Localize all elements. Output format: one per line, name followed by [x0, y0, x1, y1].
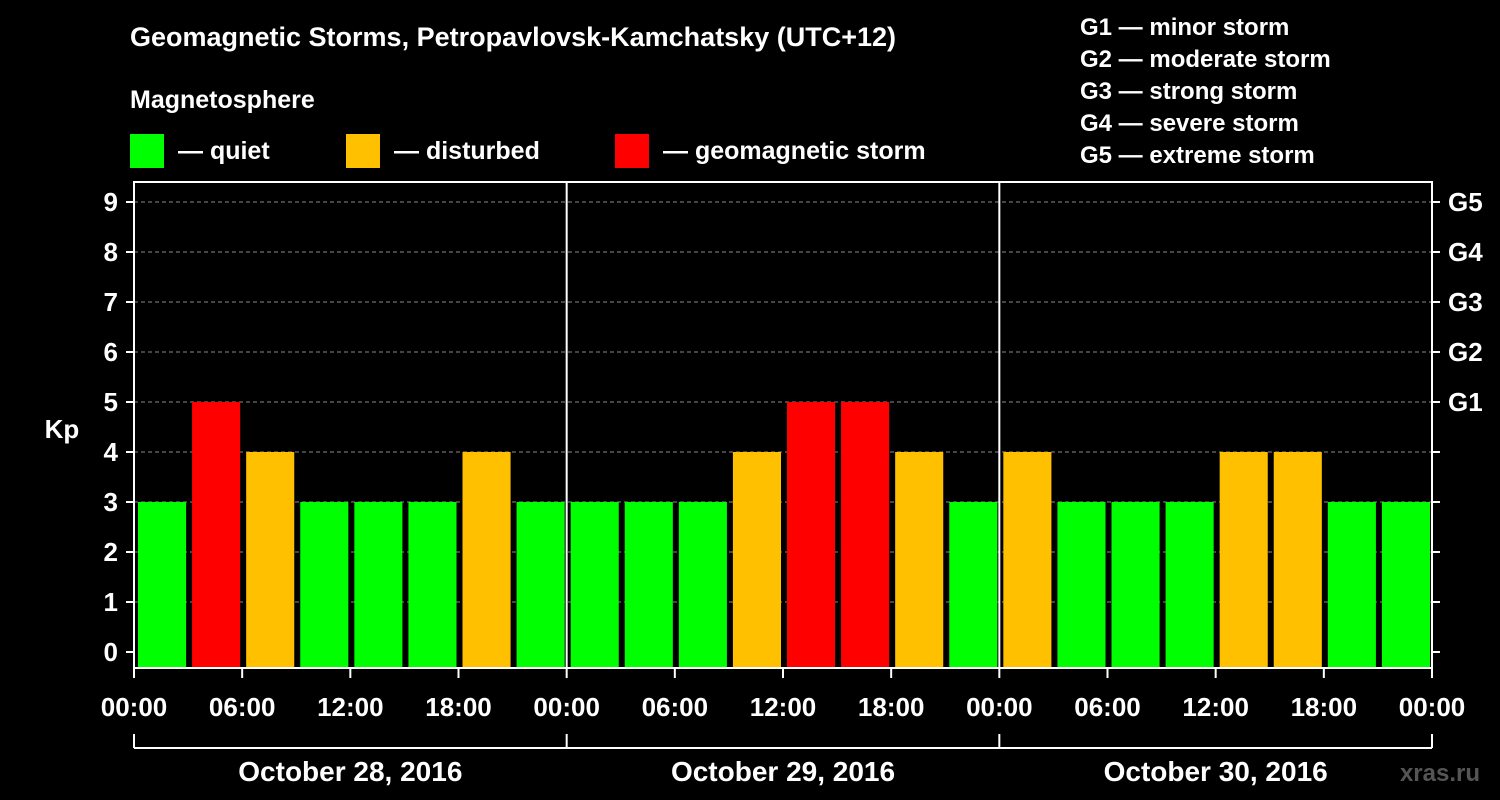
x-tick-label: 00:00	[101, 692, 168, 722]
legend-label-disturbed: — disturbed	[394, 136, 540, 165]
y-tick-label: 3	[104, 487, 118, 517]
kp-bar	[949, 502, 998, 668]
kp-bar	[192, 402, 241, 668]
kp-bar	[1381, 502, 1430, 668]
x-tick-label: 18:00	[858, 692, 925, 722]
chart-title: Geomagnetic Storms, Petropavlovsk-Kamcha…	[130, 22, 897, 52]
g-legend-g3: G3 — strong storm	[1080, 78, 1298, 105]
g-legend-g1: G1 — minor storm	[1080, 14, 1290, 41]
g-scale-label: G1	[1448, 387, 1483, 417]
legend-item-storm: — geomagnetic storm	[615, 134, 926, 168]
kp-bar	[1111, 502, 1160, 668]
kp-bar	[678, 502, 727, 668]
y-tick-label: 4	[104, 437, 119, 467]
x-tick-label: 12:00	[1182, 692, 1249, 722]
kp-bar	[1057, 502, 1106, 668]
g-scale-label: G3	[1448, 287, 1483, 317]
y-tick-label: 5	[104, 387, 118, 417]
x-tick-label: 12:00	[317, 692, 384, 722]
y-tick-label: 1	[104, 587, 118, 617]
kp-bar	[1003, 452, 1052, 668]
x-tick-label: 00:00	[966, 692, 1033, 722]
x-tick-label: 06:00	[1074, 692, 1141, 722]
x-tick-label: 12:00	[750, 692, 817, 722]
legend-label-quiet: — quiet	[178, 136, 270, 165]
day-label: October 28, 2016	[238, 756, 462, 787]
y-tick-label: 6	[104, 337, 118, 367]
y-tick-label: 0	[104, 637, 118, 667]
kp-bar	[300, 502, 349, 668]
kp-bar	[1219, 452, 1268, 668]
x-tick-label: 06:00	[209, 692, 276, 722]
y-tick-label: 8	[104, 237, 118, 267]
kp-bar	[354, 502, 403, 668]
legend-swatch-storm	[615, 134, 649, 168]
kp-bar	[1165, 502, 1214, 668]
y-axis-label: Kp	[45, 414, 80, 444]
legend-swatch-disturbed	[346, 134, 380, 168]
magnetosphere-label: Magnetosphere	[130, 86, 315, 114]
kp-bar	[462, 452, 511, 668]
kp-bar	[408, 502, 457, 668]
kp-bar	[246, 452, 295, 668]
legend-item-quiet: — quiet	[130, 134, 270, 168]
kp-bar	[516, 502, 565, 668]
kp-bar	[787, 402, 836, 668]
y-tick-label: 2	[104, 537, 118, 567]
legend-item-disturbed: — disturbed	[346, 134, 540, 168]
x-tick-label: 06:00	[642, 692, 709, 722]
kp-bar	[570, 502, 619, 668]
x-tick-label: 00:00	[1399, 692, 1466, 722]
x-tick-label: 00:00	[533, 692, 600, 722]
kp-bar	[1273, 452, 1322, 668]
y-tick-label: 7	[104, 287, 118, 317]
g-scale-label: G5	[1448, 187, 1483, 217]
kp-bar	[841, 402, 890, 668]
g-legend-g5: G5 — extreme storm	[1080, 142, 1315, 169]
kp-bar	[895, 452, 944, 668]
x-tick-label: 18:00	[1291, 692, 1358, 722]
legend-label-storm: — geomagnetic storm	[663, 136, 926, 165]
legend-swatch-quiet	[130, 134, 164, 168]
kp-bar	[624, 502, 673, 668]
g-scale-label: G2	[1448, 337, 1483, 367]
kp-bar	[138, 502, 187, 668]
day-label: October 29, 2016	[671, 756, 895, 787]
watermark: xras.ru	[1400, 760, 1480, 787]
g-legend-g4: G4 — severe storm	[1080, 110, 1299, 137]
day-label: October 30, 2016	[1104, 756, 1328, 787]
y-tick-label: 9	[104, 187, 118, 217]
g-scale-label: G4	[1448, 237, 1483, 267]
kp-bar	[1327, 502, 1376, 668]
x-tick-label: 18:00	[425, 692, 492, 722]
g-legend-g2: G2 — moderate storm	[1080, 46, 1331, 73]
kp-bar	[732, 452, 781, 668]
